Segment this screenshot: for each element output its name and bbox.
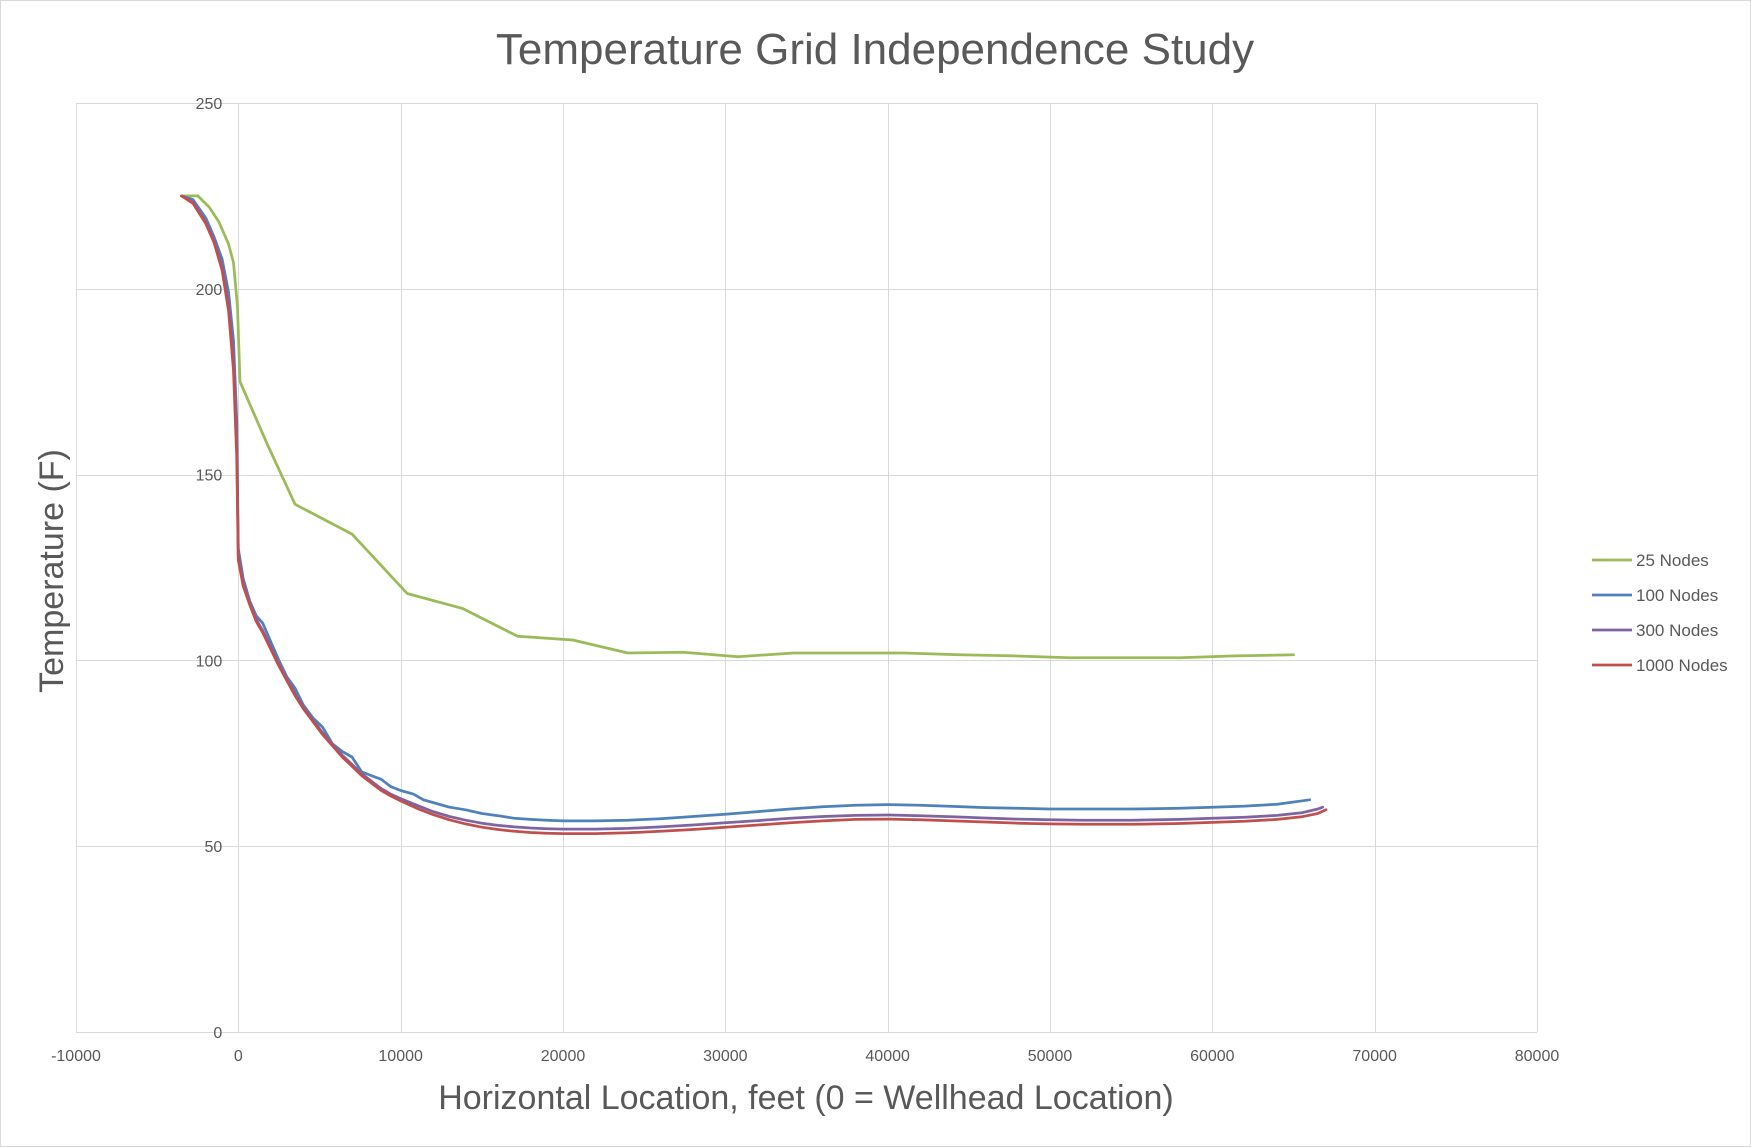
y-axis-title: Temperature (F) [33, 449, 71, 693]
x-tick-label: -10000 [51, 1048, 101, 1065]
x-tick-label: 50000 [1028, 1048, 1073, 1065]
legend-item: 300 Nodes [1592, 621, 1718, 640]
x-tick-label: 10000 [378, 1048, 423, 1065]
x-tick-label: 80000 [1515, 1048, 1560, 1065]
legend-label: 300 Nodes [1636, 621, 1718, 640]
x-tick-label: 30000 [703, 1048, 748, 1065]
legend-item: 100 Nodes [1592, 586, 1718, 605]
x-tick-label: 0 [234, 1048, 243, 1065]
legend-label: 1000 Nodes [1636, 656, 1728, 675]
x-tick-label: 70000 [1352, 1048, 1397, 1065]
x-tick-label: 40000 [865, 1048, 910, 1065]
legend-label: 100 Nodes [1636, 586, 1718, 605]
series-lines [180, 194, 1328, 835]
legend-item: 25 Nodes [1592, 551, 1709, 570]
y-tick-labels: 0 50 100 150 200 250 [196, 96, 223, 1042]
y-tick-label: 100 [196, 653, 223, 670]
y-tick-label: 250 [196, 96, 223, 113]
y-tick-label: 150 [196, 468, 223, 485]
x-tick-labels: -10000 0 10000 20000 30000 40000 50000 60000 700… [51, 1048, 1559, 1065]
chart-title: Temperature Grid Independence Study [496, 25, 1254, 74]
legend-item: 1000 Nodes [1592, 656, 1728, 675]
series-line-25-nodes [180, 194, 1295, 660]
x-tick-label: 60000 [1190, 1048, 1235, 1065]
y-tick-label: 0 [213, 1025, 222, 1042]
gridlines [76, 103, 1538, 1033]
legend-label: 25 Nodes [1636, 551, 1709, 570]
y-tick-label: 200 [196, 282, 223, 299]
y-tick-label: 50 [205, 839, 223, 856]
series-line-300-nodes [180, 194, 1325, 831]
legend: 25 Nodes 100 Nodes 300 Nodes 1000 Nodes [1592, 551, 1728, 675]
series-line-1000-nodes [180, 194, 1328, 835]
x-axis-title: Horizontal Location, feet (0 = Wellhead … [438, 1079, 1174, 1117]
x-tick-label: 20000 [541, 1048, 586, 1065]
